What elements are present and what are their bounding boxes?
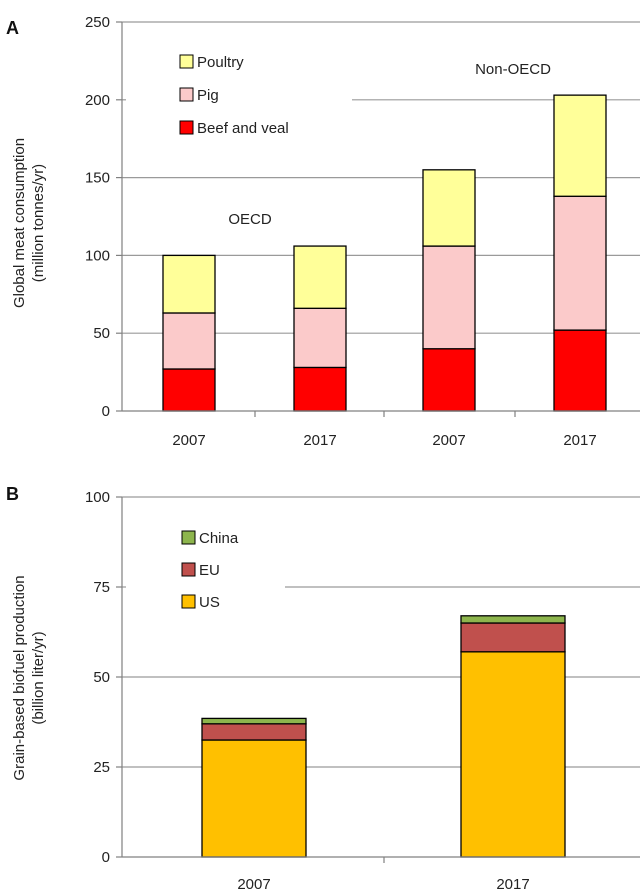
panel-a-letter: A bbox=[6, 18, 19, 38]
bar-us-2 bbox=[461, 652, 565, 857]
y-tick-label: 100 bbox=[85, 489, 110, 506]
bar-pig-3 bbox=[423, 246, 475, 349]
bar-beef-and-veal-4 bbox=[554, 330, 606, 411]
x-category-label: 2007 bbox=[172, 432, 205, 449]
group-label-oecd: OECD bbox=[228, 211, 272, 228]
panel-b-letter: B bbox=[6, 484, 19, 504]
legend-label-pig: Pig bbox=[197, 87, 219, 104]
y-tick-label: 75 bbox=[93, 579, 110, 596]
y-tick-label: 0 bbox=[102, 849, 110, 866]
legend-label-eu: EU bbox=[199, 562, 220, 579]
legend-label-us: US bbox=[199, 594, 220, 611]
panel-a-legend: Poultry Pig Beef and veal bbox=[180, 54, 289, 137]
panel-b-bars bbox=[202, 616, 565, 857]
bar-pig-1 bbox=[163, 313, 215, 369]
bar-beef-and-veal-1 bbox=[163, 369, 215, 411]
x-category-label: 2017 bbox=[303, 432, 336, 449]
x-category-label: 2007 bbox=[237, 876, 270, 893]
panel-b-biofuel-production: 0 25 50 75 100 2007 2017 China EU US B Grain-bas… bbox=[6, 484, 640, 893]
x-category-label: 2017 bbox=[563, 432, 596, 449]
y-tick-label: 50 bbox=[93, 669, 110, 686]
bar-poultry-2 bbox=[294, 246, 346, 308]
x-category-label: 2007 bbox=[432, 432, 465, 449]
legend-label-beef-and-veal: Beef and veal bbox=[197, 120, 289, 137]
bar-eu-2 bbox=[461, 623, 565, 652]
panel-a-ylabel-line1: Global meat consumption bbox=[11, 138, 28, 308]
legend-label-poultry: Poultry bbox=[197, 54, 244, 71]
group-label-non-oecd: Non-OECD bbox=[475, 61, 551, 78]
bar-pig-4 bbox=[554, 196, 606, 330]
bar-beef-and-veal-2 bbox=[294, 367, 346, 411]
panel-a-bars bbox=[163, 95, 606, 411]
legend-swatch-eu bbox=[182, 563, 195, 576]
panel-a-ylabel-line2: (million tonnes/yr) bbox=[30, 164, 47, 282]
panel-b-ylabel-line1: Grain-based biofuel production bbox=[11, 575, 28, 780]
y-tick-label: 0 bbox=[102, 403, 110, 420]
bar-pig-2 bbox=[294, 308, 346, 367]
x-category-label: 2017 bbox=[496, 876, 529, 893]
legend-swatch-poultry bbox=[180, 55, 193, 68]
y-tick-label: 25 bbox=[93, 759, 110, 776]
bar-us-1 bbox=[202, 740, 306, 857]
y-tick-label: 150 bbox=[85, 170, 110, 187]
y-tick-label: 100 bbox=[85, 247, 110, 264]
bar-poultry-4 bbox=[554, 95, 606, 196]
legend-swatch-pig bbox=[180, 88, 193, 101]
legend-label-china: China bbox=[199, 530, 239, 547]
legend-swatch-beef-and-veal bbox=[180, 121, 193, 134]
y-tick-label: 50 bbox=[93, 325, 110, 342]
y-tick-label: 250 bbox=[85, 14, 110, 31]
panel-b-legend: China EU US bbox=[182, 530, 239, 611]
y-tick-label: 200 bbox=[85, 92, 110, 109]
bar-china-1 bbox=[202, 718, 306, 723]
bar-china-2 bbox=[461, 616, 565, 623]
bar-poultry-1 bbox=[163, 255, 215, 313]
bar-eu-1 bbox=[202, 724, 306, 740]
bar-poultry-3 bbox=[423, 170, 475, 246]
bar-beef-and-veal-3 bbox=[423, 349, 475, 411]
panel-b-ylabel-line2: (billion liter/yr) bbox=[30, 631, 47, 724]
legend-swatch-us bbox=[182, 595, 195, 608]
legend-swatch-china bbox=[182, 531, 195, 544]
